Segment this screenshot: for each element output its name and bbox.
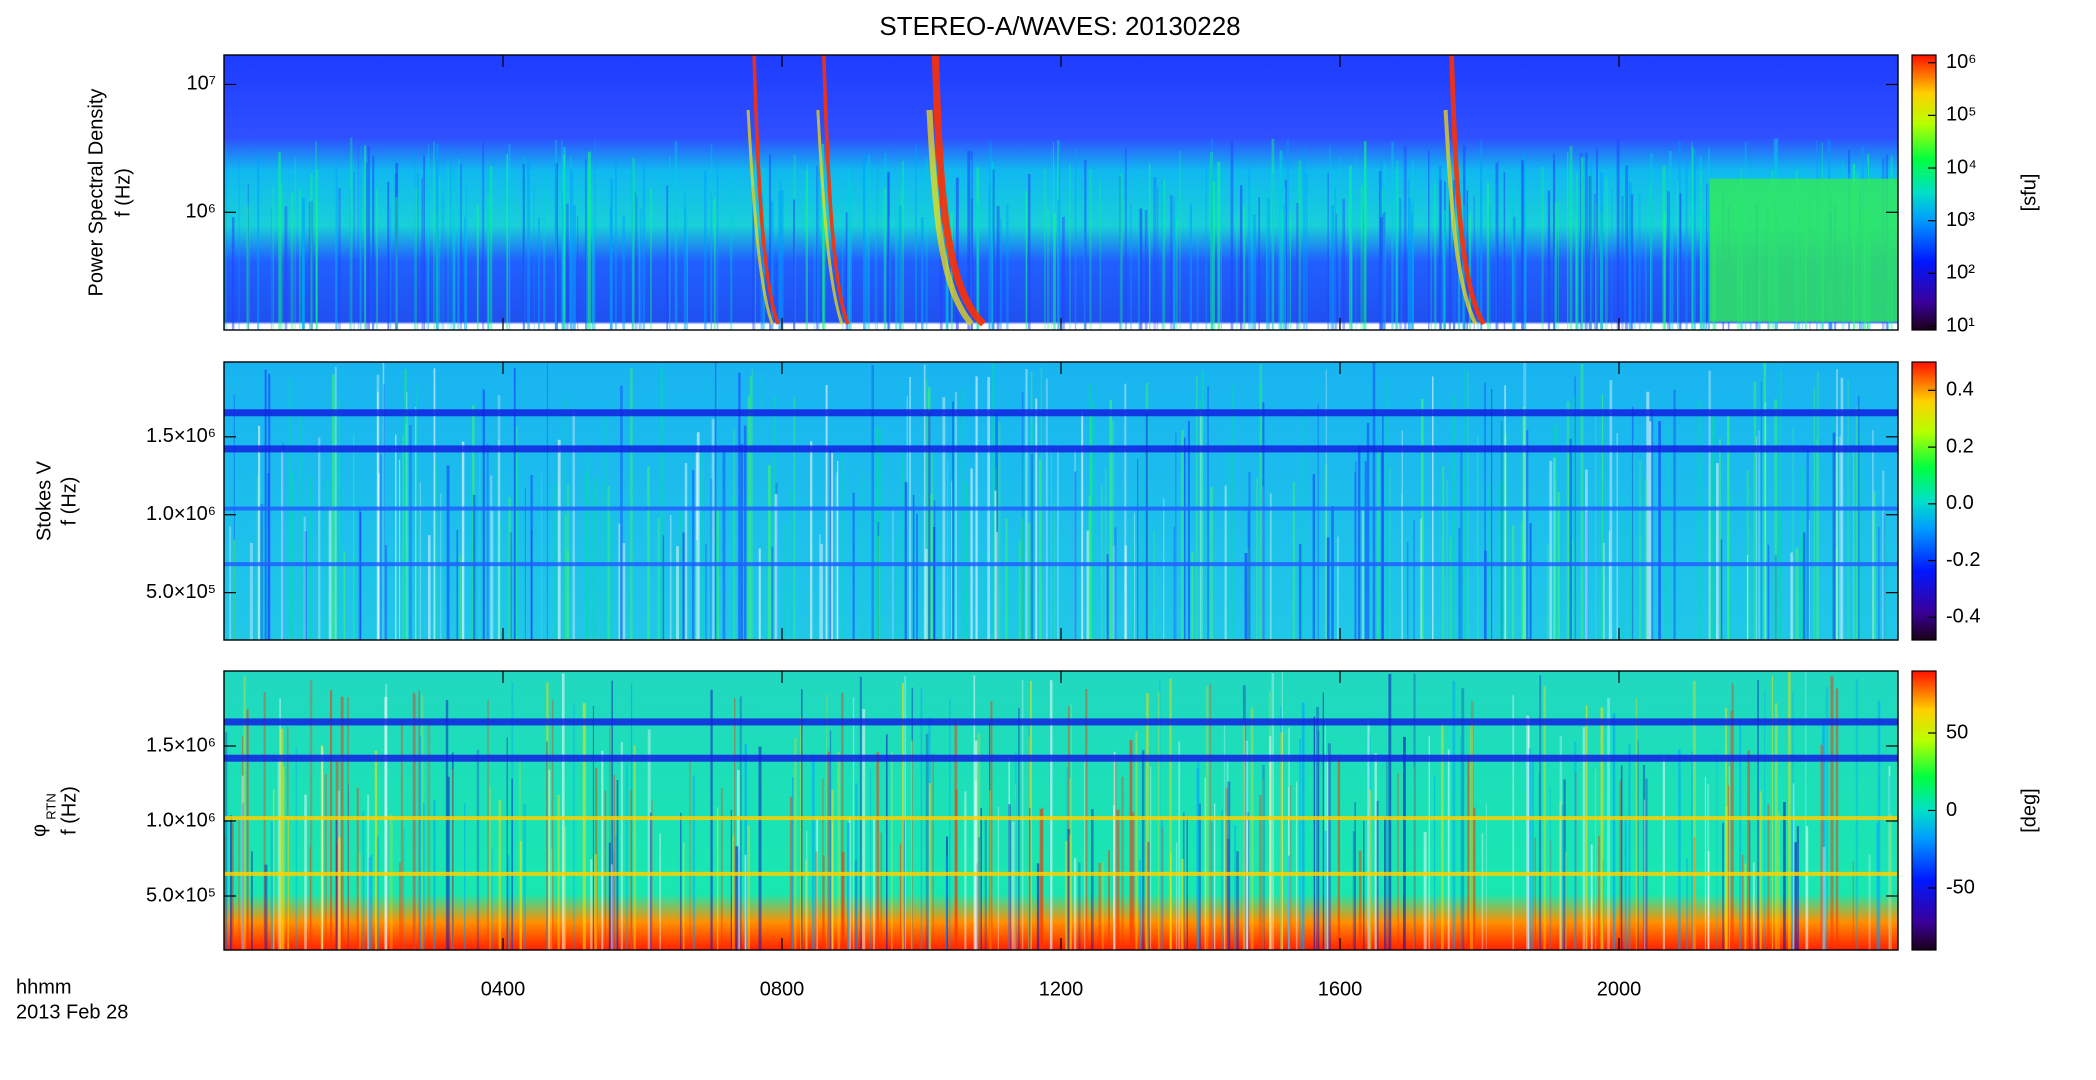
spectrogram: [224, 671, 1898, 950]
y-tick-label: 1.0×10⁶: [146, 809, 216, 831]
colorbar-tick-label: -50: [1946, 876, 1975, 898]
colorbar-tick-label: 10⁶: [1946, 51, 1976, 73]
spectrogram-background: [224, 362, 1898, 640]
spectrogram-burst: [816, 109, 844, 325]
colorbar-label: [sfu]: [2018, 174, 2040, 212]
x-tick-label: 2000: [1597, 978, 1642, 1000]
colorbar-label: [deg]: [2018, 788, 2040, 832]
spectrogram-band: [224, 562, 1898, 567]
colorbar: [1911, 361, 1937, 641]
y-axis-label-sub: RTN: [43, 793, 58, 819]
y-axis-unit: f (Hz): [112, 168, 134, 217]
colorbar-tick-label: 0.2: [1946, 435, 1974, 457]
y-axis-label: Stokes V: [33, 460, 55, 541]
colorbar-tick-label: 0.4: [1946, 379, 1974, 401]
colorbar-tick-label: -0.2: [1946, 549, 1980, 571]
colorbar-tick-label: 10⁵: [1946, 104, 1977, 126]
y-axis-label: Power Spectral Density: [85, 89, 107, 297]
spectrogram-region: [1709, 178, 1898, 322]
x-caption: hhmm: [16, 976, 72, 998]
spectrogram-burst: [1443, 109, 1478, 325]
y-tick-label: 10⁶: [186, 201, 216, 223]
x-tick-label: 1200: [1039, 978, 1084, 1000]
spectrogram-background: [224, 55, 1898, 330]
colorbar-tick-label: 10²: [1946, 262, 1975, 284]
x-tick-label: 1600: [1318, 978, 1363, 1000]
y-tick-label: 5.0×10⁵: [146, 884, 216, 906]
colorbar-tick-label: 10³: [1946, 209, 1975, 231]
colorbar-tick-label: 10⁴: [1946, 156, 1977, 178]
x-caption: 2013 Feb 28: [16, 1001, 128, 1023]
colorbar-tick-label: 0.0: [1946, 492, 1974, 514]
colorbar-tick-label: 50: [1946, 721, 1968, 743]
y-tick-label: 10⁷: [187, 73, 216, 95]
spectrogram-band: [224, 754, 1898, 762]
spectrogram: [224, 55, 1898, 330]
spectrogram-band: [224, 816, 1898, 821]
spectrogram-burst: [746, 109, 774, 325]
colorbar: [1911, 54, 1937, 331]
y-axis-unit: f (Hz): [58, 786, 80, 835]
spectrogram: [224, 362, 1898, 640]
spectrogram-burst: [822, 55, 850, 325]
spectrogram-burst: [926, 109, 974, 326]
spectrogram-band: [224, 409, 1898, 417]
x-tick-label: 0800: [760, 978, 805, 1000]
spectrogram-band: [224, 871, 1898, 876]
chart-title: STEREO-A/WAVES: 20130228: [879, 11, 1240, 41]
colorbar-tick-label: 10¹: [1946, 314, 1975, 336]
spectrogram-band: [224, 718, 1898, 726]
x-tick-label: 0400: [481, 978, 526, 1000]
spectrogram-burst: [931, 55, 986, 327]
y-tick-label: 1.5×10⁶: [146, 734, 216, 756]
spectrogram-band: [224, 445, 1898, 453]
spectrogram-burst: [752, 55, 780, 325]
y-axis-label: φ: [28, 824, 50, 837]
spectrogram-band: [224, 506, 1898, 511]
colorbar-tick-label: -0.4: [1946, 606, 1980, 628]
y-tick-label: 1.0×10⁶: [146, 503, 216, 525]
spectrogram-burst: [1449, 55, 1486, 326]
y-tick-label: 1.5×10⁶: [146, 425, 216, 447]
y-tick-label: 5.0×10⁵: [146, 581, 216, 603]
colorbar-tick-label: 0: [1946, 799, 1957, 821]
y-axis-unit: f (Hz): [58, 477, 80, 526]
spectrogram-background: [224, 671, 1898, 950]
